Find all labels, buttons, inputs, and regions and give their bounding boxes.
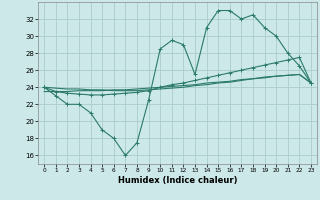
X-axis label: Humidex (Indice chaleur): Humidex (Indice chaleur) [118,176,237,185]
